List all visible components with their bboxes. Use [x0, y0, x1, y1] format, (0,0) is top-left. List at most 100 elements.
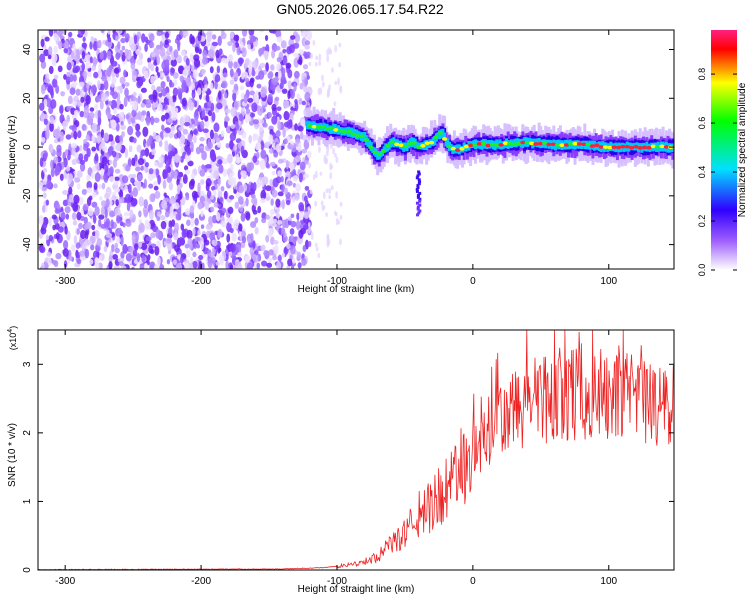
noise-speckle — [121, 45, 126, 51]
noise-speckle — [261, 217, 267, 224]
noise-speckle — [83, 138, 87, 144]
noise-speckle — [136, 58, 143, 66]
noise-speckle — [259, 159, 266, 170]
noise-speckle — [121, 131, 125, 138]
noise-speckle — [165, 237, 172, 244]
noise-speckle — [241, 30, 248, 37]
noise-speckle — [211, 162, 216, 173]
noise-speckle — [122, 243, 128, 254]
ridge-peak — [328, 126, 335, 130]
spectrogram-x-tick-label: 100 — [600, 276, 617, 287]
noise-speckle — [312, 174, 316, 181]
ridge-peak — [646, 145, 652, 150]
noise-speckle — [301, 257, 307, 267]
noise-speckle — [184, 169, 191, 175]
noise-speckle — [207, 138, 211, 149]
ridge-peak — [502, 141, 509, 146]
noise-speckle — [110, 219, 114, 230]
noise-speckle — [206, 100, 212, 109]
ridge-tail — [417, 170, 421, 174]
noise-speckle — [300, 131, 304, 140]
noise-speckle — [260, 189, 267, 201]
noise-speckle — [81, 62, 86, 71]
noise-speckle — [40, 137, 46, 143]
noise-speckle — [297, 125, 304, 132]
noise-speckle — [111, 60, 118, 67]
noise-speckle — [187, 238, 193, 246]
noise-speckle — [231, 232, 237, 242]
ridge-peak — [650, 144, 656, 149]
noise-speckle — [161, 60, 167, 70]
noise-speckle — [144, 161, 150, 168]
noise-speckle — [328, 194, 332, 200]
noise-speckle — [156, 256, 161, 266]
ridge-peak — [659, 144, 665, 149]
noise-speckle — [315, 246, 319, 252]
noise-speckle — [210, 206, 215, 213]
noise-speckle — [301, 72, 305, 81]
noise-speckle — [339, 238, 342, 246]
noise-speckle — [235, 123, 240, 131]
noise-speckle — [138, 242, 143, 248]
noise-speckle — [219, 259, 224, 266]
noise-speckle — [302, 30, 307, 38]
noise-speckle — [265, 185, 272, 192]
noise-speckle — [287, 90, 291, 100]
noise-speckle — [259, 130, 264, 140]
noise-speckle — [258, 47, 265, 56]
noise-speckle — [276, 36, 283, 43]
noise-speckle — [75, 242, 81, 249]
noise-speckle — [184, 208, 190, 216]
noise-speckle — [211, 111, 216, 122]
noise-speckle — [260, 140, 265, 151]
noise-speckle — [54, 208, 61, 214]
noise-speckle — [136, 132, 140, 138]
noise-speckle — [198, 254, 204, 261]
noise-speckle — [267, 112, 273, 119]
noise-speckle — [217, 228, 223, 238]
noise-speckle — [274, 45, 281, 51]
noise-speckle — [260, 87, 267, 98]
spectrogram-y-tick-label: 20 — [22, 92, 33, 104]
ridge-peak — [355, 134, 361, 138]
ridge-peak — [555, 143, 561, 147]
noise-speckle — [189, 256, 194, 264]
noise-speckle — [133, 75, 137, 80]
noise-speckle — [57, 65, 63, 73]
noise-speckle — [308, 162, 311, 169]
noise-speckle — [49, 116, 55, 125]
noise-speckle — [63, 74, 67, 80]
noise-speckle — [155, 66, 159, 73]
noise-speckle — [83, 143, 89, 152]
noise-speckle — [298, 210, 304, 221]
noise-speckle — [194, 236, 201, 242]
noise-speckle — [45, 129, 50, 140]
spectrogram-x-label: Height of straight line (km) — [298, 284, 415, 295]
noise-speckle — [78, 144, 83, 152]
noise-speckle — [183, 30, 189, 37]
noise-speckle — [100, 30, 105, 34]
noise-speckle — [67, 95, 73, 105]
ridge-peak — [389, 140, 396, 145]
noise-speckle — [68, 186, 73, 195]
noise-speckle — [298, 172, 303, 183]
ridge-tail — [418, 191, 422, 195]
noise-speckle — [145, 99, 152, 105]
noise-speckle — [139, 52, 144, 61]
noise-speckle — [125, 253, 132, 262]
noise-speckle — [256, 178, 262, 189]
noise-speckle — [196, 87, 202, 96]
noise-speckle — [71, 158, 77, 165]
noise-speckle — [115, 232, 120, 237]
noise-speckle — [186, 150, 191, 156]
ridge-peak — [568, 142, 574, 146]
noise-speckle — [280, 176, 284, 183]
noise-speckle — [284, 187, 288, 195]
noise-speckle — [132, 187, 139, 198]
noise-speckle — [192, 251, 197, 258]
noise-speckle — [233, 144, 238, 151]
noise-speckle — [65, 134, 72, 140]
noise-speckle — [282, 56, 288, 66]
ridge-tail — [415, 176, 419, 180]
noise-speckle — [124, 33, 130, 42]
